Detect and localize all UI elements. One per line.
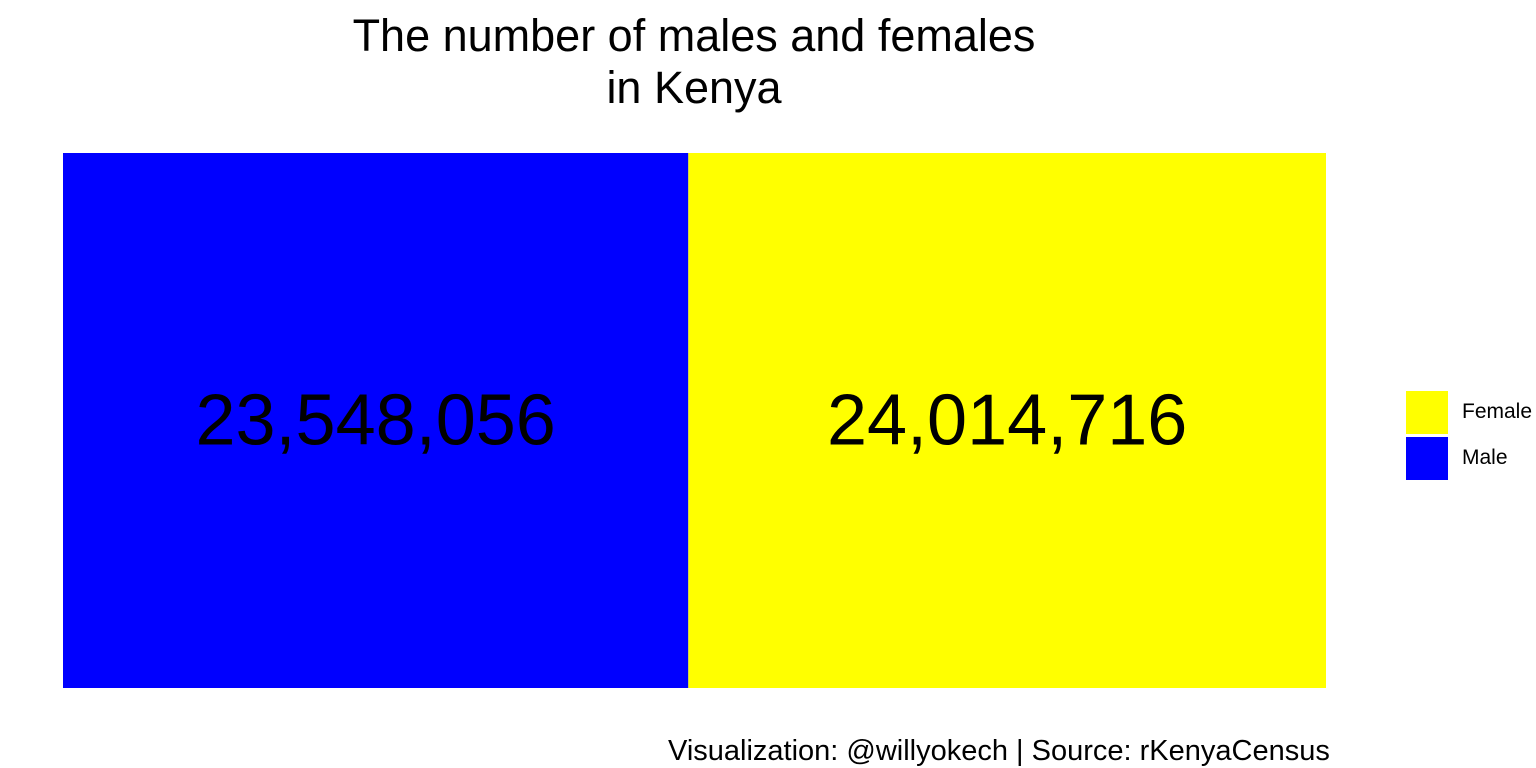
tile-label-male: 23,548,056 bbox=[195, 381, 555, 461]
legend-swatch-female bbox=[1406, 390, 1448, 434]
tile-female bbox=[688, 153, 1326, 688]
caption: Visualization: @willyokech | Source: rKe… bbox=[668, 735, 1330, 767]
legend-swatch-male bbox=[1406, 436, 1448, 480]
chart-title-line-1: The number of males and females bbox=[352, 10, 1036, 61]
tile-label-female: 24,014,716 bbox=[827, 381, 1187, 461]
legend-label-female: Female bbox=[1462, 400, 1533, 423]
chart-title-line-2: in Kenya bbox=[606, 62, 782, 113]
legend-item-male: Male bbox=[1406, 436, 1532, 480]
tile-male bbox=[63, 153, 689, 688]
legend-item-female: Female bbox=[1406, 390, 1532, 434]
legend: Female Male bbox=[1406, 390, 1532, 482]
legend-label-male: Male bbox=[1462, 446, 1508, 469]
chart-title: The number of males and females in Kenya bbox=[294, 10, 1094, 114]
